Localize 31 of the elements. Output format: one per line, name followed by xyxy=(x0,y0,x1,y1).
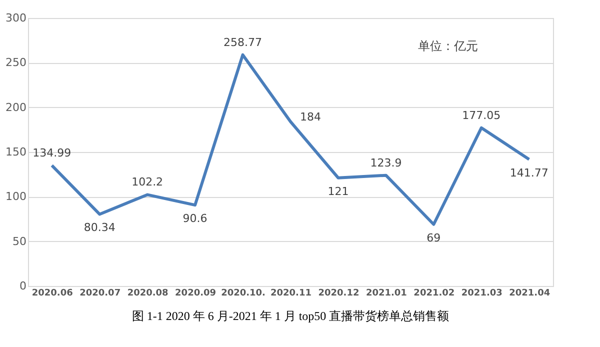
data-label: 102.2 xyxy=(132,176,164,189)
y-tick-label: 300 xyxy=(6,12,26,24)
data-label: 141.77 xyxy=(510,166,548,180)
data-label: 123.9 xyxy=(370,156,402,170)
y-tick-label: 0 xyxy=(20,280,26,292)
y-tick-label: 250 xyxy=(6,56,26,70)
annotation: 单位：亿元 xyxy=(418,39,478,53)
x-tick-label: 2021.04 xyxy=(509,288,550,298)
data-label: 121 xyxy=(328,184,349,198)
x-tick-label: 2020.09 xyxy=(175,288,216,298)
y-tick-label: 100 xyxy=(6,190,26,204)
x-tick-label: 2020.12 xyxy=(318,288,360,298)
y-tick-label: 150 xyxy=(6,146,26,158)
data-label: 184 xyxy=(300,110,321,124)
data-label: 177.05 xyxy=(462,108,501,122)
x-tick-label: 2020.08 xyxy=(127,288,168,298)
x-tick-label: 2020.07 xyxy=(80,288,121,298)
data-label: 258.77 xyxy=(224,36,262,49)
x-tick-label: 2021.01 xyxy=(366,288,407,298)
data-label: 134.99 xyxy=(32,146,72,160)
caption: 图 1-1 2020 年 6 月-2021 年 1 月 top50 直播带货榜单总销售额 xyxy=(132,309,450,323)
x-tick-label: 2021.02 xyxy=(414,288,455,298)
data-label: 90.6 xyxy=(182,212,208,226)
y-tick-label: 200 xyxy=(6,100,26,114)
data-label: 80.34 xyxy=(84,221,116,234)
x-tick-label: 2021.03 xyxy=(461,288,502,298)
x-tick-label: 2020.06 xyxy=(32,288,73,298)
x-tick-label: 2020.10. xyxy=(221,288,266,298)
y-tick-label: 50 xyxy=(12,234,26,248)
x-tick-label: 2020.11 xyxy=(270,288,312,298)
data-label: 69 xyxy=(426,231,441,244)
